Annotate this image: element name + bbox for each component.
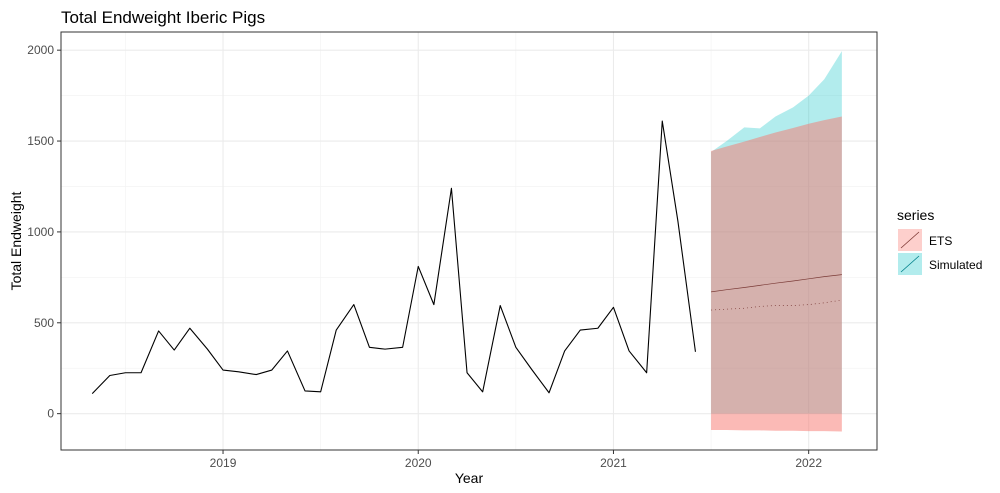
- chart-title: Total Endweight Iberic Pigs: [61, 8, 265, 27]
- x-axis-title: Year: [455, 470, 484, 486]
- legend-item-ets: ETS: [898, 229, 952, 251]
- y-tick-label: 2000: [27, 43, 54, 57]
- x-tick-label: 2021: [600, 456, 627, 470]
- y-axis-title: Total Endweight: [8, 191, 24, 290]
- y-tick-label: 500: [34, 316, 54, 330]
- series-layer: [91, 51, 842, 432]
- x-tick-label: 2022: [795, 456, 822, 470]
- legend-label-simulated: Simulated: [929, 258, 982, 272]
- history-line: [91, 120, 696, 395]
- legend: series ETS Simulated: [897, 207, 982, 275]
- axes: 0 500 1000 1500 2000 2019 2020 2021 2022: [27, 43, 822, 470]
- x-tick-label: 2019: [210, 456, 237, 470]
- simulated-mean-line: [711, 299, 842, 311]
- legend-title: series: [897, 207, 934, 223]
- x-tick-label: 2020: [405, 456, 432, 470]
- legend-key-simulated-line: [900, 255, 920, 273]
- y-tick-label: 1000: [27, 225, 54, 239]
- ets-interval-band: [711, 116, 842, 432]
- legend-item-simulated: Simulated: [898, 253, 982, 275]
- plot-border: [60, 31, 878, 451]
- ets-mean-line: [711, 274, 842, 293]
- y-tick-label: 0: [47, 407, 54, 421]
- legend-label-ets: ETS: [929, 234, 952, 248]
- legend-key-ets-line: [900, 231, 920, 249]
- y-tick-label: 1500: [27, 134, 54, 148]
